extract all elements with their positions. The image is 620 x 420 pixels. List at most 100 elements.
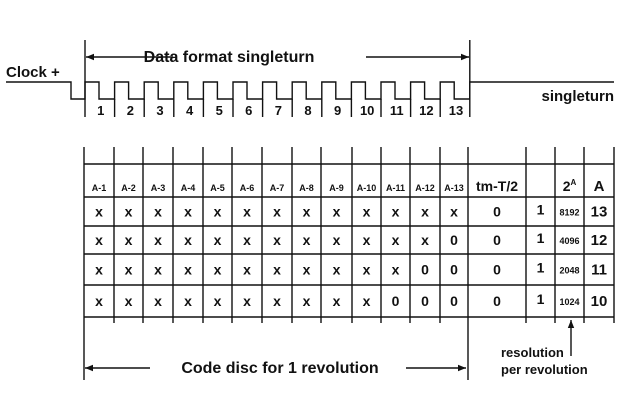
table-header-cell: A [594,178,605,195]
table-cell: x [333,232,341,248]
table-cell: x [273,262,281,278]
table-cell: x [125,232,133,248]
table-cell: x [243,232,251,248]
table-cell: 0 [421,262,429,278]
table-cell: 1 [537,260,545,276]
table-cell: x [154,204,162,220]
table-header-cell: A-10 [357,183,377,193]
table-cell: 0 [450,262,458,278]
table-header-cell: A-4 [181,183,196,193]
table-cell: x [125,204,133,220]
table-cell: x [333,204,341,220]
table-header-cell: tm-T/2 [476,178,518,194]
table-cell: x [303,293,311,309]
bit-number: 11 [390,103,404,118]
table-cell: 0 [392,293,400,309]
table-cell: 0 [421,293,429,309]
table-header-cell: A-8 [299,183,314,193]
table-cell: x [273,204,281,220]
table-header-cell: A-13 [444,183,464,193]
table-cell: 11 [591,262,607,279]
bit-number: 6 [245,103,252,118]
table-cell: x [243,204,251,220]
table-cell: 8192 [559,208,579,218]
table-cell: x [303,232,311,248]
table-cell: x [214,293,222,309]
table-cell: x [392,232,400,248]
table-cell: x [363,232,371,248]
bit-number: 9 [334,103,341,118]
table-cell: x [421,232,429,248]
table-cell: x [303,262,311,278]
table-cell: x [363,204,371,220]
resolution-label-line2: per revolution [501,362,588,377]
table-cell: x [125,293,133,309]
table-cell: x [214,204,222,220]
table-header-cell: A-1 [92,183,107,193]
table-cell: x [450,204,458,220]
bit-number: 1 [97,103,104,118]
table-cell: 0 [493,232,501,248]
table-cell: 0 [493,262,501,278]
table-cell: x [273,232,281,248]
bit-number: 5 [216,103,223,118]
annotations: Code disc for 1 revolution resolution pe… [85,320,588,377]
table-cell: 1 [537,202,545,218]
table-header-cell: A-7 [270,183,285,193]
bit-number: 4 [186,103,194,118]
table-cell: x [95,232,103,248]
table-cell: x [392,262,400,278]
table-header-cell: A-12 [415,183,435,193]
table-cell: x [303,204,311,220]
bit-number: 10 [360,103,374,118]
table-cell: x [243,262,251,278]
table-cell: x [214,232,222,248]
table-cell: x [95,204,103,220]
bit-number: 7 [275,103,282,118]
table-cell: x [184,293,192,309]
code-table: A-1 A-2 A-3 A-4 A-5 A-6 A-7 A-8 A-9 A-10 A-11 A-12 A… [83,147,615,380]
clock-label: Clock + [6,64,60,81]
table-cell: 0 [493,204,501,220]
table-cell: 0 [493,293,501,309]
table-cell: x [95,262,103,278]
table-cell: 12 [591,232,608,249]
table-cell: x [184,232,192,248]
bit-number: 13 [449,103,463,118]
table-cell: 1 [537,291,545,307]
resolution-label-line1: resolution [501,345,564,360]
bit-number: 3 [156,103,163,118]
table-cell: x [95,293,103,309]
table-cell: x [421,204,429,220]
table-header-cell: A-2 [121,183,136,193]
table-cell: x [184,204,192,220]
table-cell: 0 [450,293,458,309]
code-disc-label: Code disc for 1 revolution [181,360,378,377]
table-cell: x [333,262,341,278]
table-cell: x [154,232,162,248]
table-header-cell: A-3 [151,183,166,193]
header-2-power-a: 2A [563,178,577,194]
table-cell: x [243,293,251,309]
bit-number: 8 [304,103,311,118]
table-cell: x [125,262,133,278]
table-cell: x [184,262,192,278]
table-cell: x [154,293,162,309]
table-cell: 10 [591,293,608,310]
table-cell: 1 [537,230,545,246]
singleturn-label: singleturn [541,88,614,105]
table-cell: 13 [591,204,608,221]
table-cell: x [273,293,281,309]
table-cell: x [363,293,371,309]
table-header-cell: A-6 [240,183,255,193]
table-cell: x [392,204,400,220]
bit-number: 12 [419,103,433,118]
table-cell: x [214,262,222,278]
table-cell: 4096 [559,236,579,246]
table-cell: x [333,293,341,309]
table-cell: x [363,262,371,278]
clock-timing-diagram: Clock + Data format singleturn singletur… [6,40,614,118]
table-header-cell: A-5 [210,183,225,193]
table-cell: 0 [450,232,458,248]
table-cell: 2048 [559,266,579,276]
